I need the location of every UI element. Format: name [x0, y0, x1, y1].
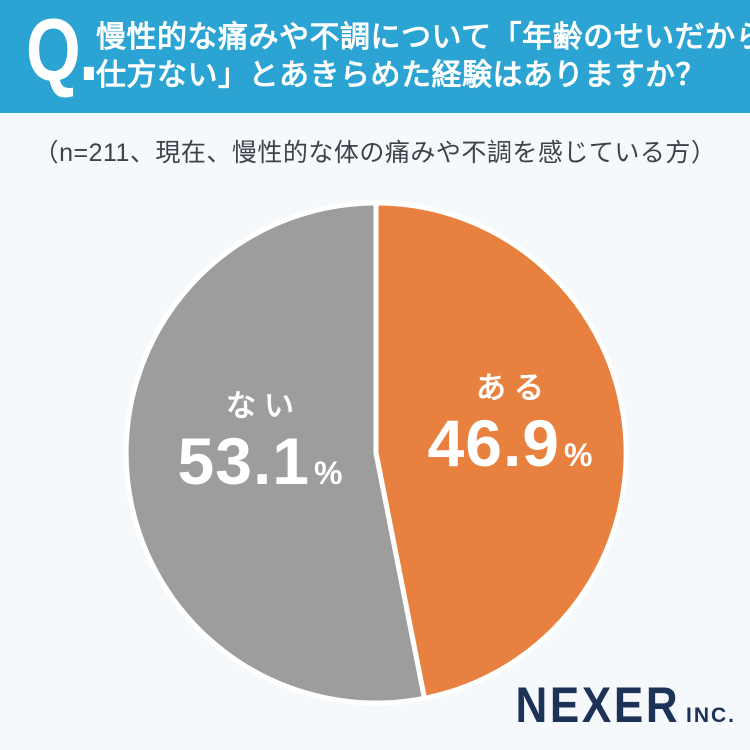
question-title-line1: 慢性的な痛みや不調について「年齢のせいだから	[96, 21, 750, 54]
q-mark: Q.	[26, 0, 99, 99]
pie-chart	[123, 200, 629, 706]
question-title-line2: 仕方ない」とあきらめた経験はありますか？	[96, 59, 706, 92]
pie-slice-nai	[123, 200, 427, 706]
nexer-logo-suffix: INC.	[686, 704, 736, 727]
nexer-logo: NEXER INC.	[493, 680, 736, 730]
nexer-logo-brand: NEXER	[515, 677, 680, 733]
question-banner: Q. 慢性的な痛みや不調について「年齢のせいだから 仕方ない」とあきらめた経験は…	[0, 0, 750, 113]
question-title: 慢性的な痛みや不調について「年齢のせいだから 仕方ない」とあきらめた経験はありま…	[96, 19, 750, 95]
sample-size-note: （n=211、現在、慢性的な体の痛みや不調を感じている方）	[33, 139, 717, 167]
pie-slice-aru	[373, 200, 629, 701]
